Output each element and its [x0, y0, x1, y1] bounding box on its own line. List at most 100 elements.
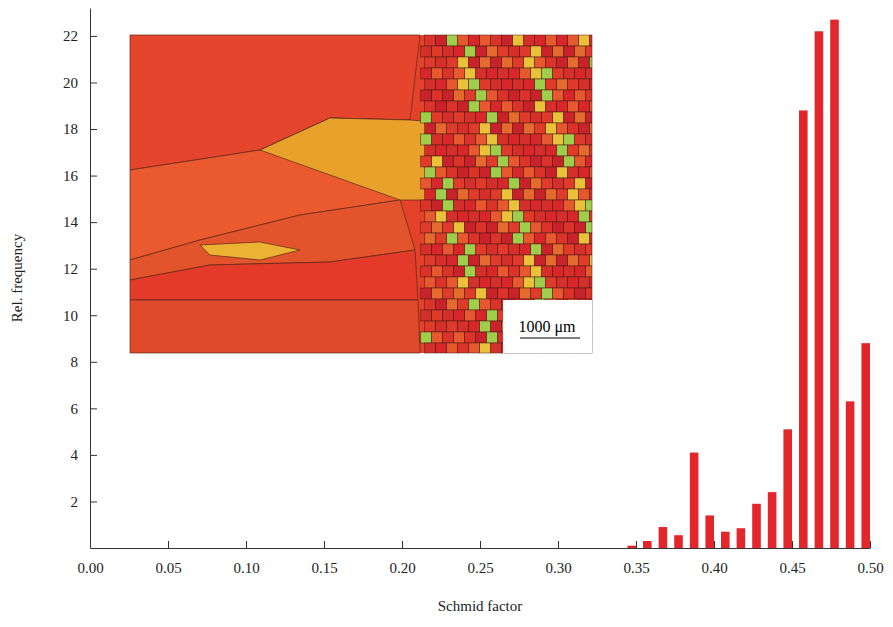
grain [432, 200, 443, 211]
grain [469, 211, 480, 222]
grain [491, 321, 502, 332]
grain [498, 156, 509, 167]
grain [454, 90, 465, 101]
grain [513, 233, 524, 244]
grain [520, 244, 531, 255]
grain [553, 178, 564, 189]
grain [520, 134, 531, 145]
grain [553, 288, 564, 299]
grain [458, 255, 469, 266]
grain [557, 277, 568, 288]
grain [480, 123, 491, 134]
grain [476, 200, 487, 211]
grain [557, 57, 568, 68]
grain [421, 112, 432, 123]
grain [432, 156, 443, 167]
grain [590, 277, 592, 288]
y-tick-mark [90, 315, 97, 316]
grain [590, 167, 592, 178]
grain [575, 90, 586, 101]
grain [425, 211, 436, 222]
x-tick: 0.10 [233, 541, 259, 576]
grain [502, 57, 513, 68]
grain [579, 277, 590, 288]
grain [469, 101, 480, 112]
grain [524, 255, 535, 266]
grain [469, 123, 480, 134]
y-tick-label: 4 [71, 447, 79, 463]
grain [454, 134, 465, 145]
grain [579, 189, 590, 200]
x-tick: 0.40 [701, 541, 727, 576]
grain [465, 244, 476, 255]
y-tick-label: 6 [71, 401, 79, 417]
grain [476, 244, 487, 255]
grain [531, 178, 542, 189]
grain [465, 222, 476, 233]
grain [546, 255, 557, 266]
grain [469, 35, 480, 46]
grain [469, 277, 480, 288]
grain [425, 299, 436, 310]
grain [586, 288, 592, 299]
grain [553, 244, 564, 255]
grain [447, 343, 458, 353]
grain [443, 332, 454, 343]
grain [432, 134, 443, 145]
x-tick-mark [558, 541, 559, 548]
grain [476, 46, 487, 57]
grain [469, 321, 480, 332]
grain [421, 288, 432, 299]
grain [524, 79, 535, 90]
x-tick-label: 0.05 [155, 560, 181, 576]
grain [498, 68, 509, 79]
grain [524, 233, 535, 244]
grain [553, 46, 564, 57]
grain [480, 101, 491, 112]
bar [799, 110, 808, 548]
grain [443, 46, 454, 57]
x-tick-mark [792, 541, 793, 548]
grain [454, 266, 465, 277]
bar [783, 429, 792, 548]
grain [546, 277, 557, 288]
x-tick: 0.35 [623, 541, 649, 576]
grain [421, 90, 432, 101]
grain [465, 332, 476, 343]
grain [491, 343, 502, 353]
x-tick-label: 0.45 [779, 560, 805, 576]
bar [737, 528, 746, 548]
grain [436, 299, 447, 310]
grain [520, 90, 531, 101]
x-axis: 0.000.050.100.150.200.250.300.350.400.45… [77, 541, 883, 576]
grain [531, 134, 542, 145]
plot: 0.000.050.100.150.200.250.300.350.400.45… [63, 9, 884, 576]
y-tick-label: 16 [63, 168, 79, 184]
grain [564, 46, 575, 57]
grain [432, 222, 443, 233]
grain [465, 178, 476, 189]
grain [520, 178, 531, 189]
grain [465, 112, 476, 123]
grain [520, 288, 531, 299]
grain [568, 101, 579, 112]
grain [465, 288, 476, 299]
y-tick-label: 10 [63, 308, 78, 324]
grain [546, 123, 557, 134]
grain [553, 90, 564, 101]
grain [586, 112, 592, 123]
grain [432, 178, 443, 189]
y-tick-label: 14 [63, 214, 79, 230]
grain [425, 79, 436, 90]
y-tick: 20 [63, 75, 97, 91]
y-tick-label: 8 [71, 354, 79, 370]
grain [432, 46, 443, 57]
grain [564, 112, 575, 123]
grain [200, 242, 300, 260]
grain [564, 90, 575, 101]
grain [564, 200, 575, 211]
grain [542, 266, 553, 277]
grain [579, 123, 590, 134]
grain [425, 255, 436, 266]
grain [469, 145, 480, 156]
